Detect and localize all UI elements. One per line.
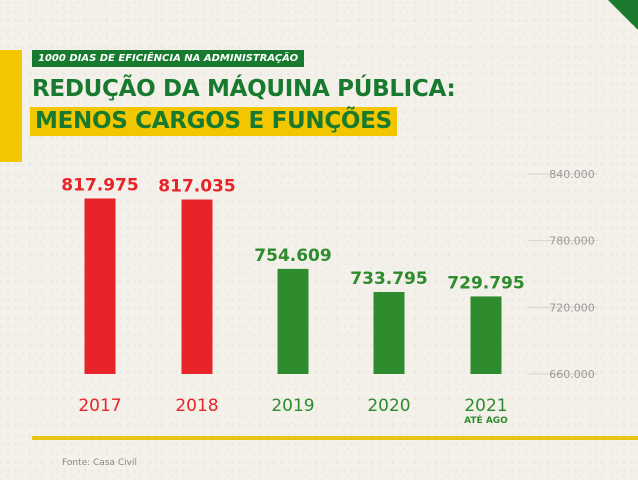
- x-tick-label: 2018: [175, 396, 218, 416]
- data-label: 817.035: [158, 177, 235, 197]
- y-tick-label: 780.000: [549, 235, 595, 248]
- x-tick-label: 2019: [271, 396, 314, 416]
- data-label: 733.795: [350, 269, 427, 289]
- data-label: 817.975: [61, 175, 138, 195]
- divider: [32, 436, 638, 440]
- page-subtitle: MENOS CARGOS E FUNÇÕES: [30, 107, 397, 136]
- bar: [181, 199, 213, 374]
- x-tick-label: 2017: [78, 396, 121, 416]
- y-tick-label: 660.000: [549, 368, 595, 381]
- bar: [373, 292, 405, 374]
- x-tick-sublabel: ATÉ AGO: [464, 414, 508, 426]
- bar: [277, 268, 309, 374]
- accent-bar: [0, 50, 22, 162]
- source-note: Fonte: Casa Civil: [62, 458, 138, 468]
- data-label: 754.609: [254, 246, 331, 266]
- corner-decoration: [608, 0, 638, 30]
- y-tick-label: 840.000: [549, 168, 595, 181]
- data-label: 729.795: [447, 273, 524, 293]
- y-tick-label: 720.000: [549, 301, 595, 314]
- x-tick-label: 2020: [367, 396, 410, 416]
- bar: [84, 198, 116, 374]
- x-tick-label: 2021: [464, 396, 507, 416]
- bar: [470, 296, 502, 374]
- header-tag: 1000 DIAS DE EFICIÊNCIA NA ADMINISTRAÇÃO: [32, 50, 305, 67]
- page-title: REDUÇÃO DA MÁQUINA PÚBLICA:: [32, 76, 456, 102]
